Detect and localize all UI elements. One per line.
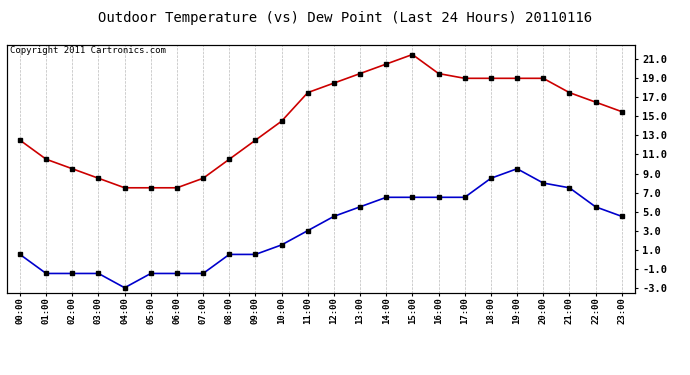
Text: Copyright 2011 Cartronics.com: Copyright 2011 Cartronics.com xyxy=(10,46,166,55)
Text: Outdoor Temperature (vs) Dew Point (Last 24 Hours) 20110116: Outdoor Temperature (vs) Dew Point (Last… xyxy=(98,11,592,25)
